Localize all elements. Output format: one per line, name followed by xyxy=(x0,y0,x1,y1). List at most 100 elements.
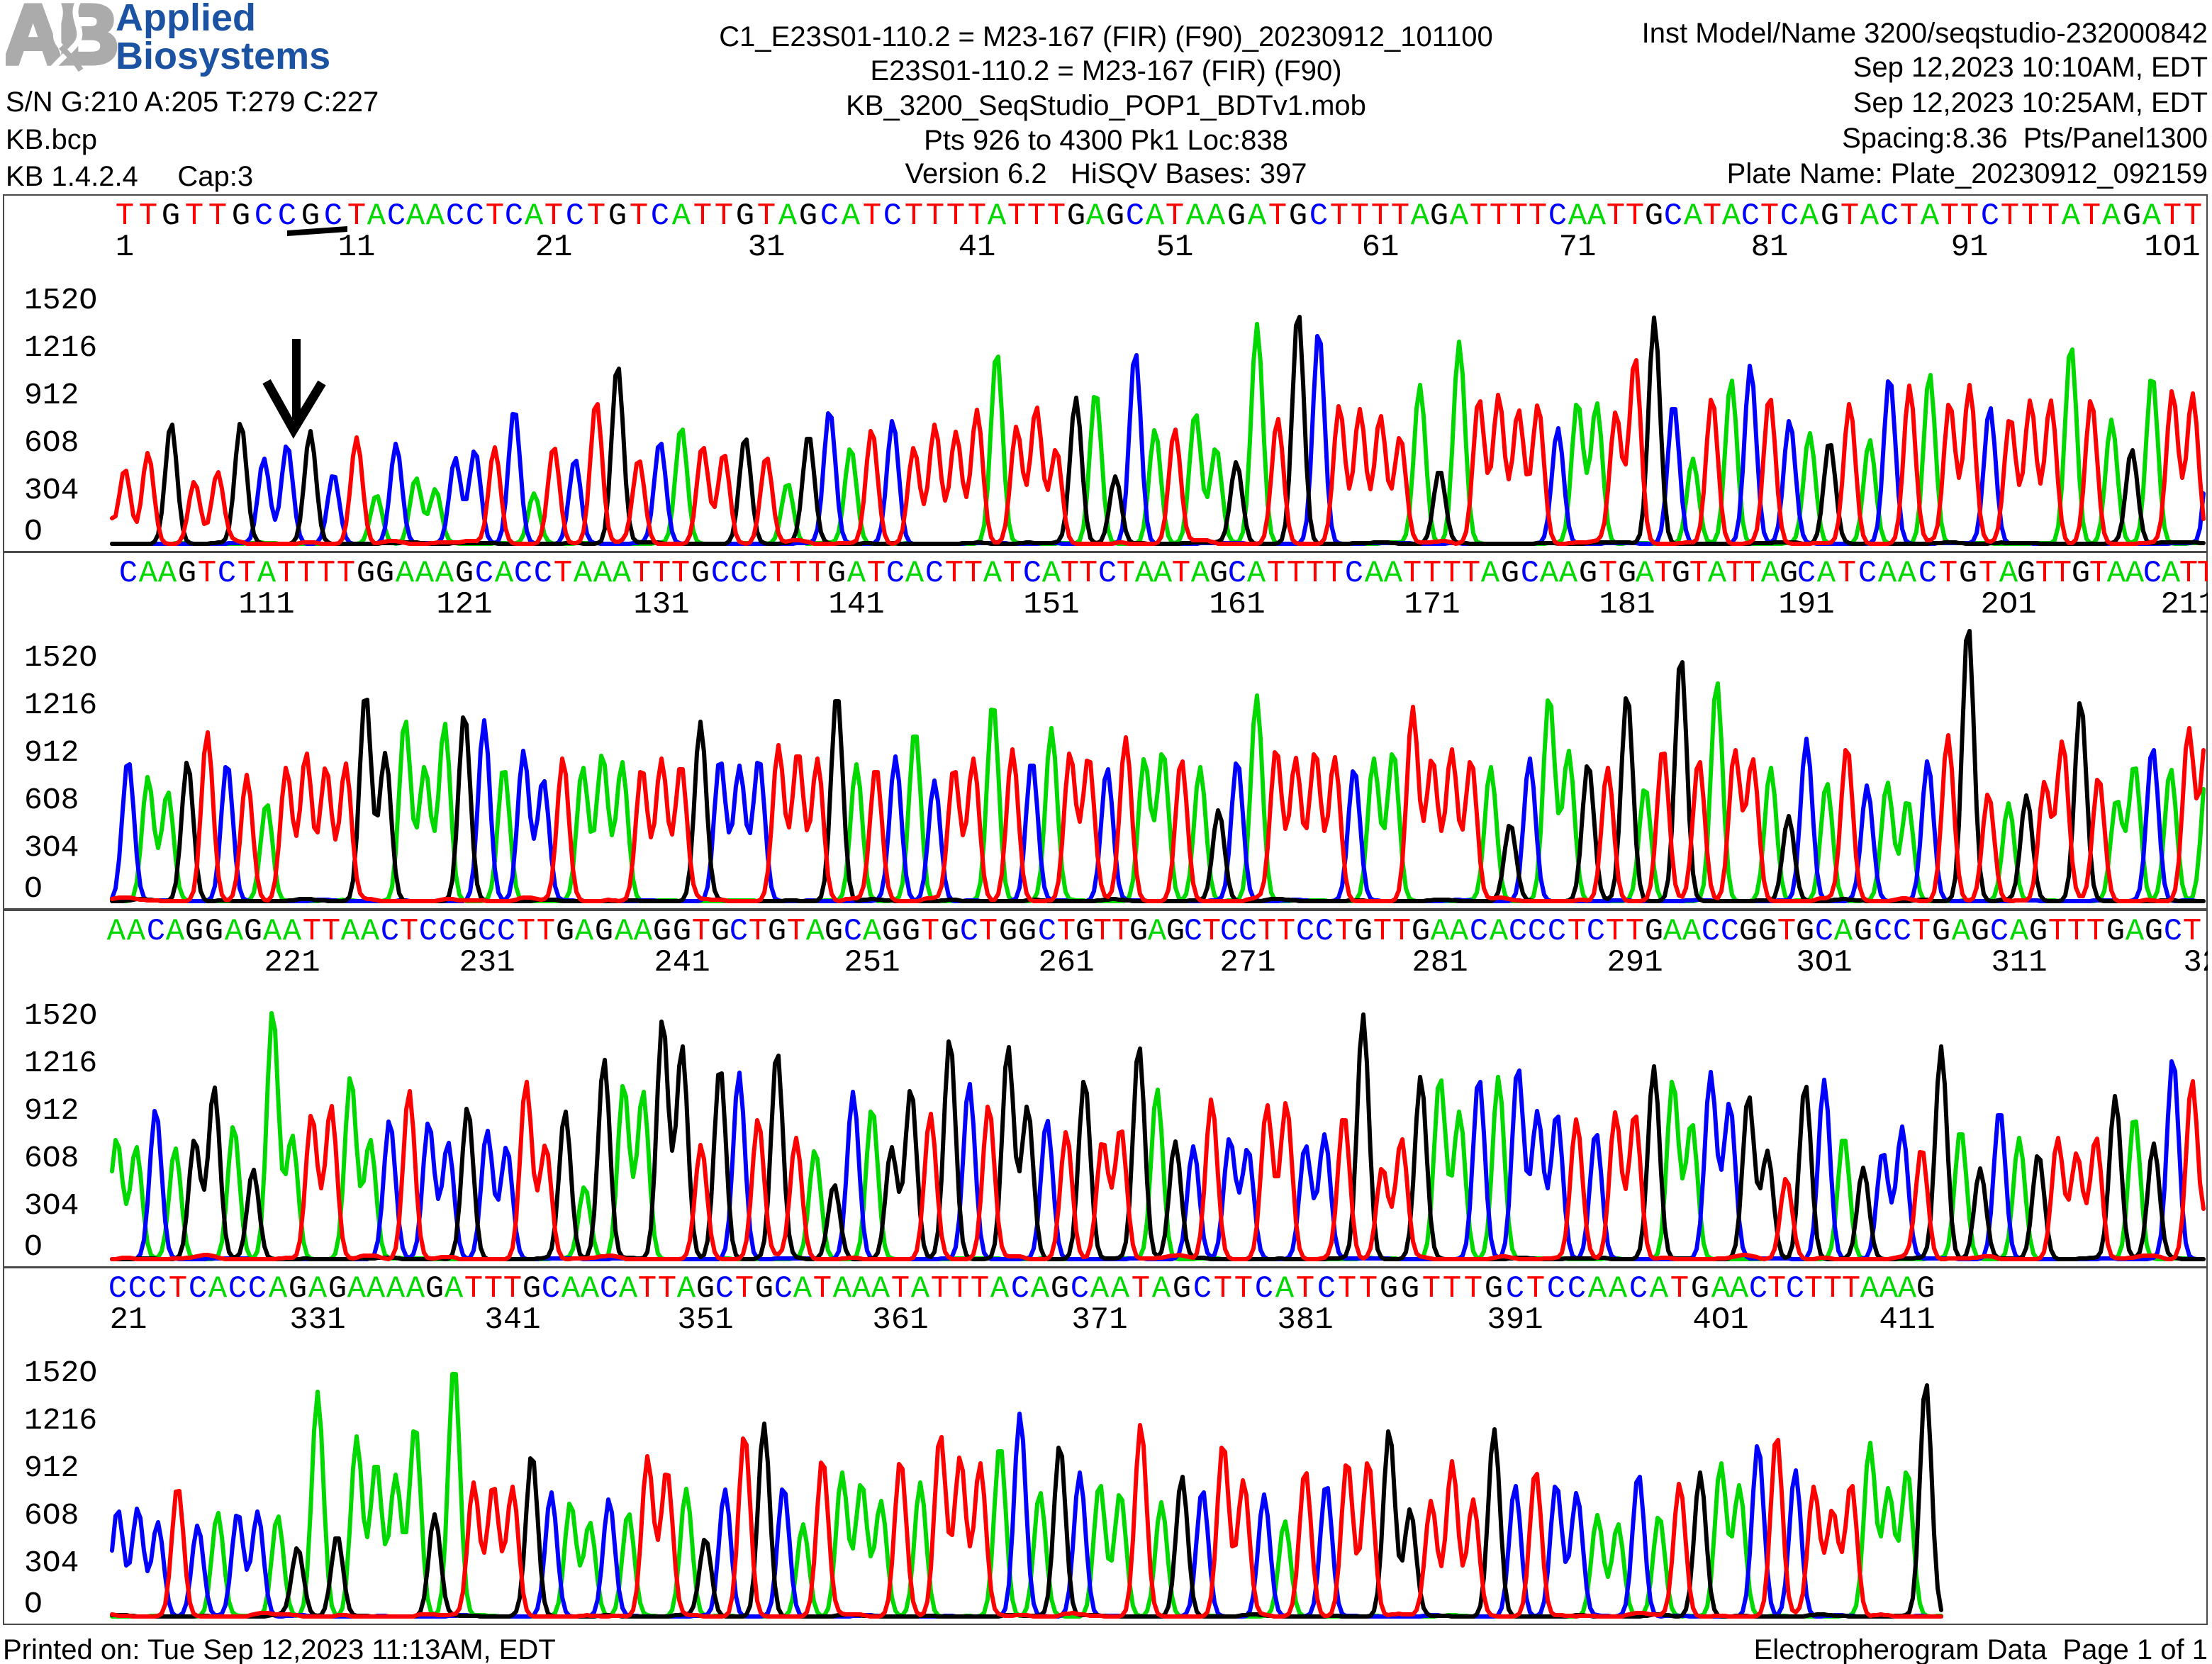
svg-text:A: A xyxy=(593,556,613,591)
svg-text:T: T xyxy=(337,556,355,591)
svg-text:371: 371 xyxy=(1071,1302,1127,1338)
svg-text:C: C xyxy=(1345,556,1363,591)
svg-text:G: G xyxy=(2145,914,2163,949)
svg-text:912: 912 xyxy=(24,735,79,770)
svg-text:912: 912 xyxy=(24,378,79,413)
svg-text:C: C xyxy=(1664,199,1682,234)
svg-text:O: O xyxy=(24,514,43,549)
svg-text:A: A xyxy=(2143,199,2162,234)
svg-text:A: A xyxy=(1730,1271,1749,1307)
svg-text:1O1: 1O1 xyxy=(2144,230,2200,265)
svg-text:A: A xyxy=(1860,199,1879,234)
svg-text:T: T xyxy=(1202,914,1221,949)
svg-text:T: T xyxy=(926,199,944,234)
svg-text:A: A xyxy=(1587,199,1607,234)
svg-text:152O: 152O xyxy=(24,283,97,318)
svg-text:A: A xyxy=(1450,914,1469,949)
svg-text:T: T xyxy=(2041,199,2060,234)
svg-text:C: C xyxy=(1797,556,1816,591)
svg-text:T: T xyxy=(946,199,965,234)
svg-text:C: C xyxy=(1315,914,1334,949)
svg-text:131: 131 xyxy=(633,587,689,622)
svg-text:C: C xyxy=(1193,1271,1212,1307)
svg-text:T: T xyxy=(1351,199,1369,234)
svg-text:T: T xyxy=(322,914,340,949)
svg-text:T: T xyxy=(1423,556,1441,591)
svg-text:T: T xyxy=(692,914,710,949)
svg-text:A: A xyxy=(2126,556,2145,591)
svg-text:T: T xyxy=(1277,914,1295,949)
svg-text:C: C xyxy=(715,1271,734,1307)
svg-text:T: T xyxy=(1112,914,1130,949)
svg-text:G: G xyxy=(2072,556,2090,591)
svg-text:C: C xyxy=(248,1271,267,1307)
svg-text:A: A xyxy=(1481,556,1500,591)
svg-text:T: T xyxy=(1840,199,1859,234)
svg-text:G: G xyxy=(357,556,375,591)
svg-text:T: T xyxy=(1464,1271,1482,1307)
svg-text:C: C xyxy=(387,199,406,234)
svg-text:G: G xyxy=(1051,1271,1069,1307)
svg-text:221: 221 xyxy=(264,945,320,981)
svg-text:C: C xyxy=(1309,199,1328,234)
svg-text:T: T xyxy=(1900,199,1918,234)
svg-text:T: T xyxy=(1007,199,1026,234)
svg-text:C: C xyxy=(1893,914,1911,949)
svg-text:381: 381 xyxy=(1277,1302,1333,1338)
svg-text:G: G xyxy=(1501,556,1519,591)
svg-text:G: G xyxy=(1129,914,1148,949)
svg-text:C: C xyxy=(228,1271,247,1307)
svg-text:A: A xyxy=(2102,199,2121,234)
svg-text:C: C xyxy=(1629,1271,1648,1307)
svg-text:C: C xyxy=(1470,914,1488,949)
svg-text:G: G xyxy=(425,1271,444,1307)
svg-text:C: C xyxy=(1721,914,1739,949)
svg-text:C: C xyxy=(1990,914,2009,949)
svg-text:T: T xyxy=(1777,914,1796,949)
svg-text:T: T xyxy=(891,1271,910,1307)
svg-text:41: 41 xyxy=(959,230,996,265)
svg-text:21: 21 xyxy=(110,1302,147,1338)
svg-text:T: T xyxy=(464,1271,483,1307)
svg-text:T: T xyxy=(185,199,203,234)
svg-text:G: G xyxy=(1401,1271,1419,1307)
svg-text:C: C xyxy=(278,199,296,234)
svg-text:T: T xyxy=(964,556,983,591)
svg-text:A: A xyxy=(1711,1271,1731,1307)
svg-text:T: T xyxy=(2183,914,2201,949)
svg-text:C: C xyxy=(1317,1271,1336,1307)
svg-text:T: T xyxy=(517,914,535,949)
svg-text:C: C xyxy=(505,199,523,234)
svg-text:A: A xyxy=(863,914,882,949)
svg-text:C: C xyxy=(1918,556,1937,591)
svg-text:A: A xyxy=(1682,914,1702,949)
svg-text:A: A xyxy=(1609,1271,1628,1307)
svg-text:241: 241 xyxy=(654,945,710,981)
svg-text:A: A xyxy=(1879,1271,1899,1307)
svg-text:331: 331 xyxy=(289,1302,345,1338)
svg-text:A: A xyxy=(1384,556,1403,591)
svg-text:C: C xyxy=(1749,1271,1767,1307)
svg-text:181: 181 xyxy=(1599,587,1655,622)
svg-text:A: A xyxy=(361,914,380,949)
svg-text:T: T xyxy=(789,556,808,591)
svg-text:A: A xyxy=(1708,556,1727,591)
svg-text:311: 311 xyxy=(1991,945,2047,981)
svg-text:A: A xyxy=(406,199,425,234)
svg-text:T: T xyxy=(2179,556,2198,591)
svg-text:T: T xyxy=(2035,556,2054,591)
svg-text:G: G xyxy=(882,914,900,949)
svg-text:C: C xyxy=(534,556,552,591)
svg-text:T: T xyxy=(2053,556,2072,591)
svg-text:T: T xyxy=(1268,199,1287,234)
svg-text:G: G xyxy=(1971,914,1989,949)
svg-text:A: A xyxy=(1898,556,1917,591)
svg-text:341: 341 xyxy=(484,1302,540,1338)
svg-text:G: G xyxy=(673,914,691,949)
svg-text:271: 271 xyxy=(1219,945,1275,981)
svg-text:A: A xyxy=(1684,199,1703,234)
svg-text:A: A xyxy=(347,1271,367,1307)
svg-text:T: T xyxy=(1403,556,1421,591)
svg-text:T: T xyxy=(2048,914,2067,949)
svg-text:G: G xyxy=(1821,199,1839,234)
